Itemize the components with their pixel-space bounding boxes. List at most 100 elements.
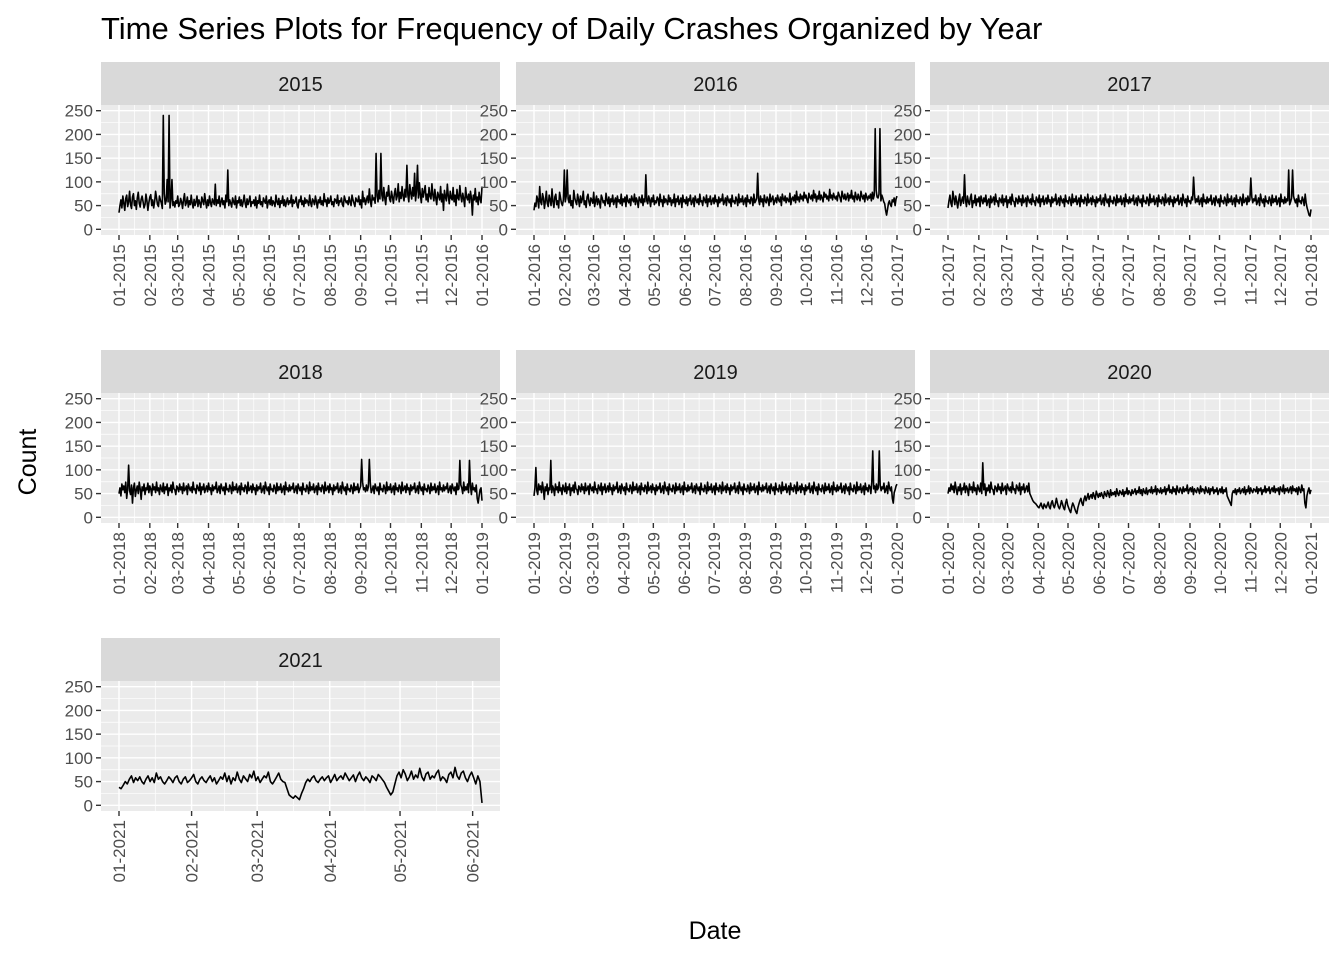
x-tick-label: 02-2017 (970, 244, 989, 306)
y-tick-label: 0 (499, 508, 508, 527)
panel-2015: 2015 01-2015 02-2015 03-2015 04-2015 05-2015 0… (65, 62, 500, 306)
x-tick-label: 02-2015 (141, 244, 160, 306)
y-tick-label: 250 (894, 102, 922, 121)
x-tick-label: 10-2018 (382, 532, 401, 594)
x-tick-label: 01-2018 (110, 532, 129, 594)
x-tick-label: 04-2019 (615, 532, 634, 594)
y-tick-label: 200 (894, 125, 922, 144)
x-tick-label: 01-2021 (110, 820, 129, 882)
x-tick-label: 11-2018 (412, 532, 431, 593)
x-tick-label: 08-2015 (321, 244, 340, 306)
y-tick-label: 0 (84, 220, 93, 239)
x-tick-label: 08-2020 (1150, 532, 1169, 594)
series-line-2018 (118, 458, 483, 504)
x-tick-label: 06-2020 (1090, 532, 1109, 594)
x-tick-label: 03-2015 (169, 244, 188, 306)
chart-title: Time Series Plots for Frequency of Daily… (101, 11, 1042, 46)
strip-2017 (930, 62, 1329, 105)
strip-2016 (516, 62, 915, 105)
y-tick-label: 150 (480, 149, 508, 168)
strip-2020 (930, 350, 1329, 393)
x-tick-label: 02-2021 (183, 820, 202, 882)
x-tick-label: 11-2017 (1241, 244, 1260, 305)
x-tick-label: 12-2018 (442, 532, 461, 594)
strip-label-2017: 2017 (1107, 74, 1152, 96)
x-tick-label: 01-2018 (1302, 244, 1321, 306)
x-tick-label: 06-2016 (676, 244, 695, 306)
x-tick-label: 11-2020 (1242, 532, 1261, 593)
series-line-2020 (947, 461, 1312, 515)
x-tick-label: 12-2016 (857, 244, 876, 306)
x-tick-label: 06-2017 (1089, 244, 1108, 306)
x-tick-label: 05-2016 (645, 244, 664, 306)
y-tick-label: 250 (894, 390, 922, 409)
y-tick-label: 100 (894, 173, 922, 192)
x-tick-label: 04-2016 (615, 244, 634, 306)
y-tick-label: 200 (894, 413, 922, 432)
panel-2018: 2018 01-2018 02-2018 03-2018 04-2018 05-2018 0… (65, 350, 500, 594)
x-tick-label: 07-2017 (1119, 244, 1138, 306)
x-tick-label: 01-2019 (473, 532, 492, 594)
x-tick-label: 02-2016 (556, 244, 575, 306)
y-axis-label: Count (14, 429, 42, 496)
x-tick-label: 03-2021 (248, 820, 267, 882)
strip-label-2020: 2020 (1107, 362, 1152, 384)
x-tick-label: 07-2015 (290, 244, 309, 306)
x-tick-label: 07-2016 (706, 244, 725, 306)
x-tick-label: 01-2016 (473, 244, 492, 306)
y-tick-label: 250 (65, 390, 93, 409)
x-tick-label: 05-2019 (644, 532, 663, 594)
x-tick-label: 05-2017 (1058, 244, 1077, 306)
x-tick-label: 02-2018 (141, 532, 160, 594)
x-tick-label: 05-2015 (229, 244, 248, 306)
y-tick-label: 100 (65, 173, 93, 192)
x-tick-label: 10-2015 (382, 244, 401, 306)
y-tick-label: 200 (65, 125, 93, 144)
x-tick-label: 05-2018 (229, 532, 248, 594)
x-tick-label: 12-2020 (1271, 532, 1290, 594)
x-tick-label: 03-2016 (585, 244, 604, 306)
strip-2015 (101, 62, 500, 105)
y-tick-label: 150 (894, 437, 922, 456)
x-tick-label: 03-2019 (584, 532, 603, 594)
x-tick-label: 12-2017 (1271, 244, 1290, 306)
strip-2019 (516, 350, 915, 393)
series-line-2015 (118, 114, 483, 216)
strip-2018 (101, 350, 500, 393)
x-tick-label: 03-2018 (169, 532, 188, 594)
x-tick-label: 08-2016 (736, 244, 755, 306)
x-tick-label: 10-2017 (1211, 244, 1230, 306)
y-tick-label: 50 (74, 773, 93, 792)
strip-label-2021: 2021 (278, 650, 323, 672)
y-tick-label: 200 (480, 125, 508, 144)
facet-panels: 2015 01-2015 02-2015 03-2015 04-2015 05-2015 0… (65, 62, 1329, 882)
strip-label-2018: 2018 (278, 362, 323, 384)
x-tick-label: 09-2019 (767, 532, 786, 594)
x-tick-label: 01-2015 (110, 244, 129, 306)
y-tick-label: 100 (480, 461, 508, 480)
series-line-2021 (118, 766, 483, 804)
x-axis-label: Date (689, 917, 742, 945)
x-tick-label: 10-2016 (797, 244, 816, 306)
x-tick-label: 08-2018 (321, 532, 340, 594)
y-tick-label: 150 (480, 437, 508, 456)
strip-label-2015: 2015 (278, 74, 323, 96)
y-tick-label: 0 (499, 220, 508, 239)
x-tick-label: 09-2016 (767, 244, 786, 306)
y-tick-label: 250 (480, 390, 508, 409)
y-tick-label: 100 (65, 749, 93, 768)
x-tick-label: 04-2018 (200, 532, 219, 594)
x-tick-label: 04-2017 (1029, 244, 1048, 306)
x-tick-label: 02-2019 (556, 532, 575, 594)
x-tick-label: 04-2021 (321, 820, 340, 882)
x-tick-label: 01-2019 (525, 532, 544, 594)
y-tick-label: 0 (913, 220, 922, 239)
x-tick-label: 01-2016 (525, 244, 544, 306)
x-tick-label: 04-2015 (200, 244, 219, 306)
y-tick-label: 0 (84, 796, 93, 815)
x-tick-label: 09-2020 (1181, 532, 1200, 594)
x-tick-label: 04-2020 (1029, 532, 1048, 594)
y-tick-label: 50 (903, 485, 922, 504)
y-tick-label: 0 (84, 508, 93, 527)
